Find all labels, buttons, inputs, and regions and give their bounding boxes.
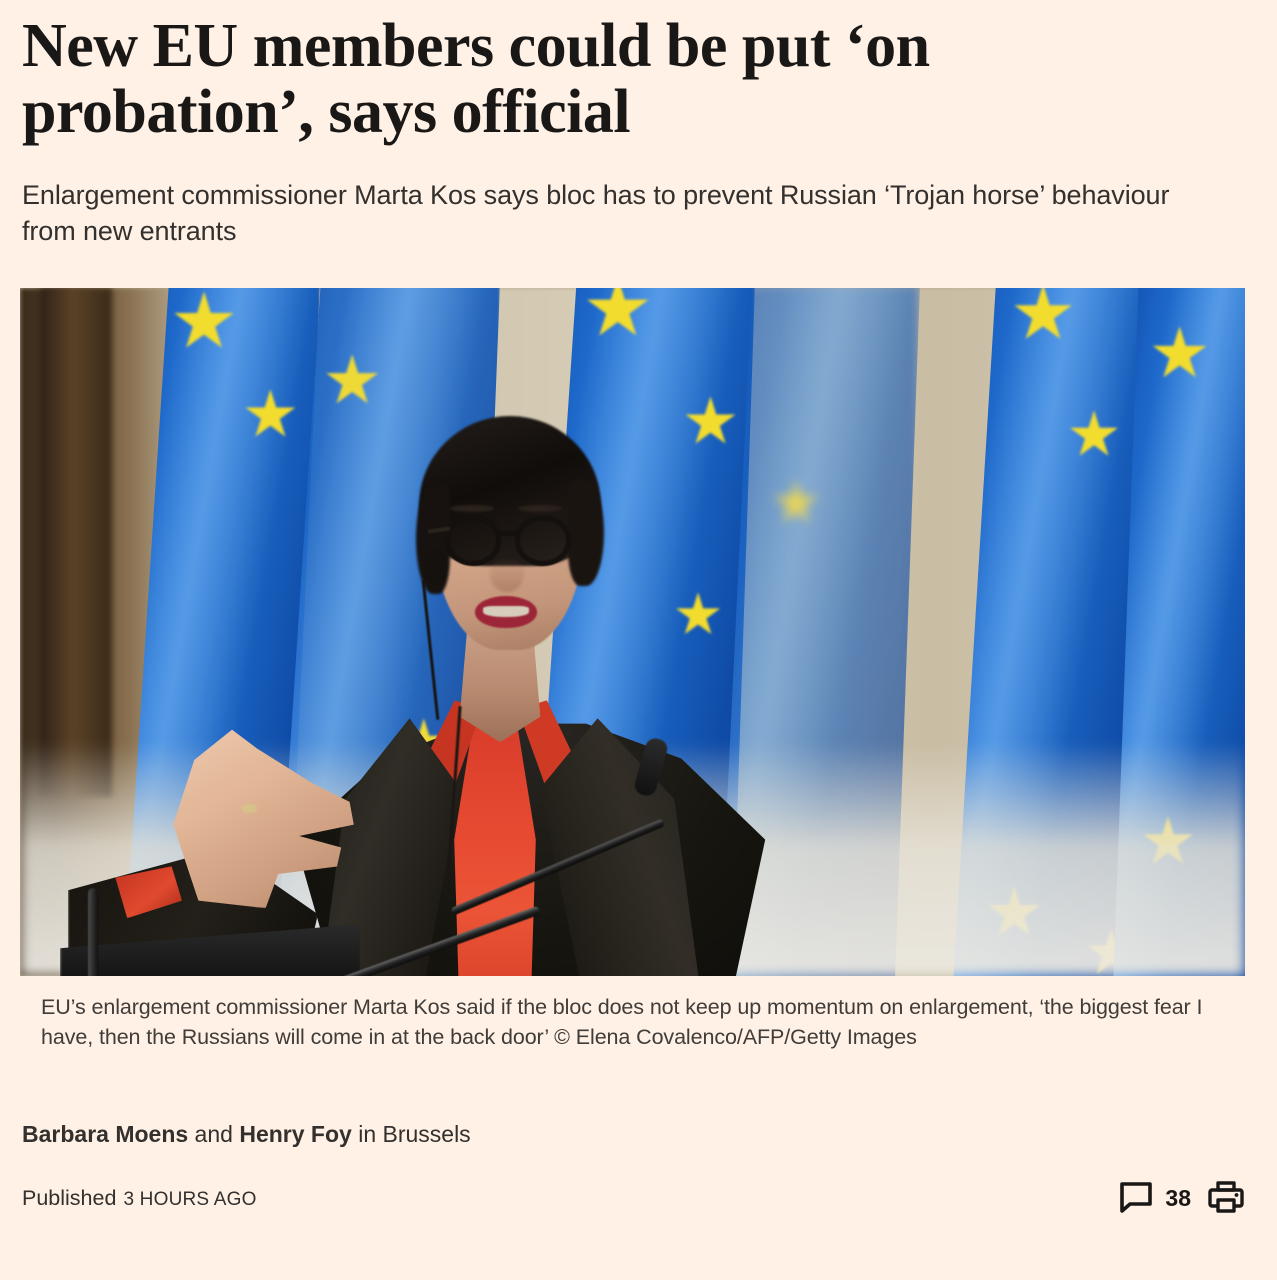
byline: Barbara Moens and Henry Foy in Brussels xyxy=(0,1052,1277,1150)
article-figure: EU’s enlargement commissioner Marta Kos … xyxy=(0,250,1277,1052)
figure-caption: EU’s enlargement commissioner Marta Kos … xyxy=(41,995,1203,1049)
comments-button[interactable]: 38 xyxy=(1119,1181,1191,1216)
subject-brow-right xyxy=(518,505,562,513)
photo-backdrop-door xyxy=(40,288,112,798)
comment-bubble-icon xyxy=(1119,1181,1153,1216)
subject-ring xyxy=(242,804,257,814)
photo-subject-marta-kos xyxy=(20,288,1245,977)
subject-teeth xyxy=(483,606,529,618)
printer-icon xyxy=(1207,1180,1245,1217)
glasses-bridge xyxy=(498,531,518,537)
subject-earpiece xyxy=(424,550,446,585)
glasses-lens-left xyxy=(445,516,501,567)
published-label: Published xyxy=(22,1186,117,1211)
byline-author-one[interactable]: Barbara Moens xyxy=(22,1121,189,1148)
byline-author-two[interactable]: Henry Foy xyxy=(239,1121,352,1148)
comment-count: 38 xyxy=(1165,1185,1191,1212)
article-actions: 38 xyxy=(1119,1180,1245,1217)
earpiece-cord-upper xyxy=(421,580,440,721)
subject-nose xyxy=(490,558,524,593)
published-time-ago: 3 HOURS AGO xyxy=(123,1189,257,1211)
subject-brow-left xyxy=(450,505,494,513)
glasses-lens-right xyxy=(515,516,571,567)
byline-location: in Brussels xyxy=(351,1121,471,1148)
subject-hair-right xyxy=(568,480,604,587)
microphone-post xyxy=(88,888,98,977)
published-timestamp: Published 3 HOURS AGO xyxy=(22,1186,257,1211)
article-standfirst: Enlargement commissioner Marta Kos says … xyxy=(22,180,1170,247)
page-title: New EU members could be put ‘on probatio… xyxy=(22,12,930,146)
lead-photo xyxy=(20,288,1245,977)
byline-conjunction: and xyxy=(188,1121,240,1148)
print-button[interactable] xyxy=(1207,1180,1245,1217)
article-meta-row: Published 3 HOURS AGO 38 xyxy=(0,1150,1277,1217)
